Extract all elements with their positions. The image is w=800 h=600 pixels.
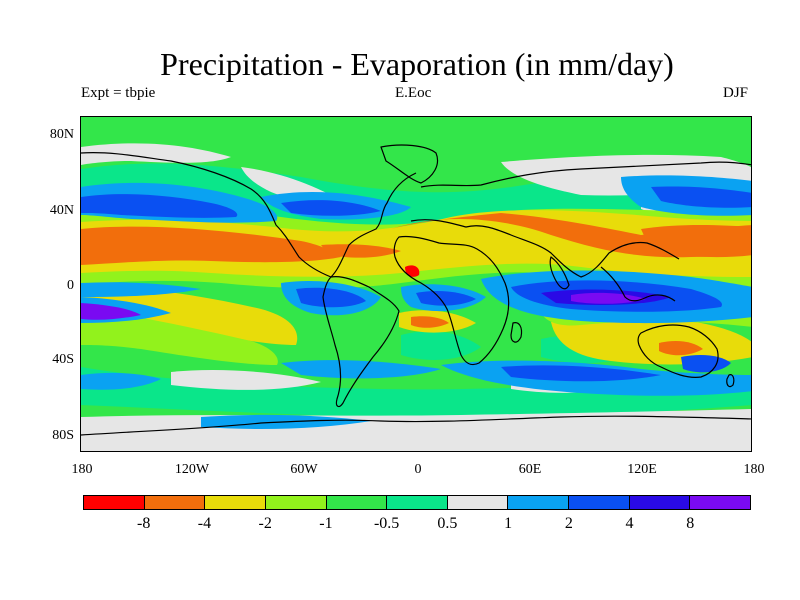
blue-amazon: [296, 287, 366, 308]
blue-north-pacific: [81, 194, 238, 218]
colorbar-label-1: -4: [197, 515, 212, 532]
chart-title: Precipitation - Evaporation (in mm/day): [160, 46, 674, 82]
blue-south-indian-storm: [501, 365, 661, 382]
blue-north-atlantic: [281, 200, 381, 216]
red-central-africa: [405, 265, 420, 277]
purple-south-pacific-conv: [81, 303, 141, 320]
colorbar-label-6: 1: [504, 515, 513, 532]
colorbar-label-8: 4: [625, 515, 634, 532]
yellow-south-indian: [551, 316, 751, 365]
lon-label-180-east: 180: [743, 462, 765, 477]
colorbar-box-1: [144, 496, 206, 509]
coast-europe-south: [410, 219, 680, 278]
grey-arctic: [81, 143, 231, 165]
lat-label-80s: 80S: [52, 428, 74, 443]
colorbar-box-2: [205, 496, 266, 509]
field-map: [81, 143, 751, 451]
coast-greenland: [380, 144, 439, 184]
colorbar-label-3: -1: [319, 515, 333, 532]
lightblue-south-west-pacific: [81, 372, 161, 390]
lon-label-120w: 120W: [174, 462, 210, 477]
lat-label-40s: 40S: [52, 352, 74, 367]
colorbar-label-4: -0.5: [373, 515, 400, 532]
blue-tasman: [681, 355, 731, 373]
coast-australia: [637, 324, 719, 378]
colorbar-box-3: [265, 496, 327, 509]
colorbar-box-7: [508, 496, 570, 509]
lightblue-south-atlantic-storm: [281, 360, 441, 379]
colorbar-box-6: [447, 496, 509, 509]
lon-label-60w: 60W: [290, 462, 318, 477]
lon-label-60e: 60E: [518, 462, 542, 477]
lat-label-80n: 80N: [49, 127, 74, 142]
orange-north-atlantic: [321, 244, 401, 258]
colorbar-box-8: [569, 496, 630, 509]
purple-warm-pool: [571, 292, 646, 304]
coast-new-zealand: [726, 374, 735, 388]
lat-label-40n: 40N: [49, 203, 74, 218]
season-label: DJF: [723, 85, 749, 101]
lightblue-itcz-pacific: [81, 282, 201, 297]
dry-zones: [81, 208, 751, 365]
colorbar-box-9: [629, 496, 691, 509]
colorbar-box-10: [690, 496, 751, 509]
blue-west-pacific: [651, 186, 751, 208]
coast-antarctica: [81, 415, 751, 436]
colorbar-label-2: -2: [258, 515, 272, 532]
blue-central-africa: [416, 291, 476, 306]
grey-south-east-pacific: [171, 370, 321, 390]
teal-southern-ocean: [81, 367, 751, 418]
colorbar-label-5: 0.5: [437, 515, 458, 532]
lime-south-pacific: [81, 307, 278, 365]
lon-label-0: 0: [414, 462, 422, 477]
colorbar-label-9: 8: [686, 515, 695, 532]
teal-atlantic-south: [401, 331, 481, 360]
orange-south-atlantic: [411, 316, 449, 328]
lat-label-0: 0: [67, 278, 74, 293]
coast-north-america: [81, 152, 417, 278]
colorbar-label-0: -8: [137, 515, 151, 532]
coast-india: [549, 256, 570, 290]
orange-north-pacific: [81, 226, 341, 265]
coast-madagascar: [510, 322, 523, 343]
lon-label-180-west: 180: [71, 462, 93, 477]
orange-west-pacific: [641, 225, 751, 258]
colorbar-box-5: [387, 496, 448, 509]
orange-australia: [659, 341, 703, 356]
experiment-label: Expt = tbpie: [81, 85, 156, 101]
coast-africa: [393, 235, 510, 366]
colorbar-box-4: [326, 496, 388, 509]
center-subtitle: E.Eoc: [395, 85, 432, 101]
coast-south-east-asia: [600, 266, 676, 302]
colorbar-label-7: 2: [564, 515, 573, 532]
map-panel: [80, 116, 752, 452]
coast-south-america: [322, 276, 400, 408]
colorbar: [83, 495, 751, 510]
colorbar-box-0: [84, 496, 145, 509]
coast-eurasia: [420, 161, 751, 188]
yellow-south-pacific: [81, 283, 298, 345]
lon-label-120e: 120E: [627, 462, 657, 477]
coastlines: [81, 144, 751, 436]
